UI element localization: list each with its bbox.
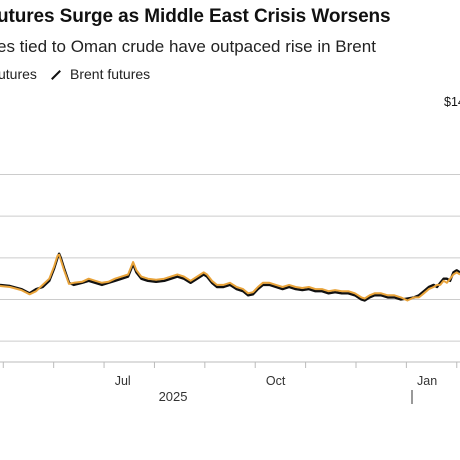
series-line-oman (0, 253, 460, 302)
y-tick-label-top: $14 (444, 95, 460, 109)
legend-item-brent: Brent futures (50, 66, 150, 82)
x-ticks: JulOctJan20252026 (2, 362, 458, 404)
legend-label-brent: Brent futures (70, 66, 151, 82)
x-tick-label-jan: Jan (417, 374, 437, 388)
legend-label-oman: utures (0, 66, 37, 82)
legend-item-oman: utures (0, 66, 37, 82)
year-label-2025: 2025 (159, 389, 188, 404)
series-lines (0, 252, 460, 302)
series-line-brent (0, 252, 460, 302)
x-tick-label-oct: Oct (266, 374, 286, 388)
x-tick-label-jul: Jul (115, 374, 131, 388)
chart-subtitle: es tied to Oman crude have outpaced rise… (0, 37, 376, 56)
chart-title: utures Surge as Middle East Crisis Worse… (0, 6, 391, 27)
gridlines (0, 174, 460, 342)
